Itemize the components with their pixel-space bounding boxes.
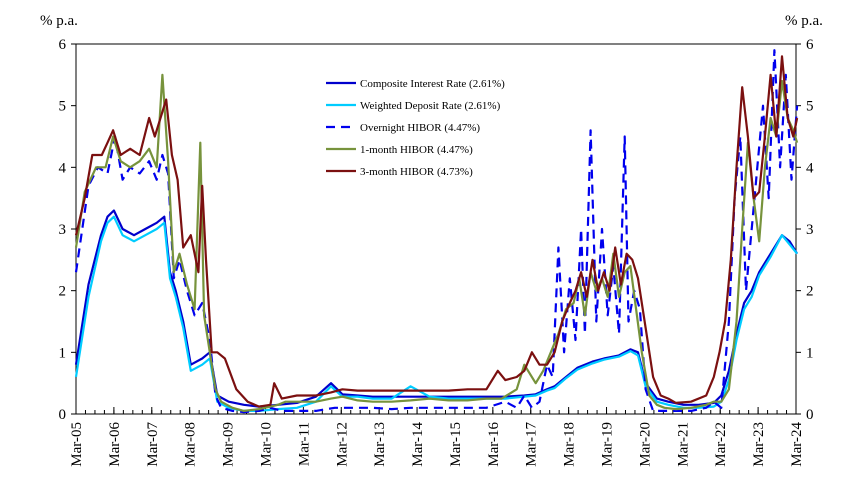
- right-y-tick-label: 0: [806, 407, 814, 423]
- x-tick-label: Mar-09: [221, 422, 237, 467]
- legend-label-3: Overnight HIBOR (4.47%): [360, 122, 480, 134]
- x-tick-label: Mar-13: [372, 422, 388, 467]
- left-y-tick-label: 2: [59, 284, 67, 300]
- right-y-tick-label: 3: [806, 222, 814, 238]
- x-tick-label: Mar-22: [713, 422, 729, 467]
- series-line-1: [74, 209, 799, 408]
- x-tick-label: Mar-23: [751, 422, 767, 467]
- x-tick-label: Mar-19: [600, 422, 616, 467]
- x-tick-label: Mar-21: [675, 422, 691, 467]
- x-tick-label: Mar-18: [562, 422, 578, 467]
- left-y-tick-label: 6: [59, 37, 67, 53]
- legend-label-5: 3-month HIBOR (4.73%): [360, 166, 473, 178]
- right-y-tick-label: 1: [806, 345, 814, 361]
- series-layer: [74, 49, 799, 414]
- x-tick-label: Mar-07: [145, 422, 161, 467]
- left-y-axis: 0 1 2 3 4 5 6: [59, 37, 76, 423]
- left-y-tick-label: 4: [59, 160, 67, 176]
- x-axis: Mar-05 Mar-06 Mar-07 Mar-08 Mar-09 Mar-10 Mar-…: [69, 407, 805, 467]
- x-tick-label: Mar-11: [296, 422, 312, 466]
- x-tick-label: Mar-16: [486, 422, 502, 467]
- x-tick-label: Mar-10: [258, 422, 274, 467]
- x-tick-label: Mar-05: [69, 422, 85, 467]
- x-tick-label: Mar-17: [524, 422, 540, 467]
- right-y-tick-label: 4: [806, 160, 814, 176]
- x-tick-label: Mar-15: [448, 422, 464, 467]
- x-tick-label: Mar-20: [637, 422, 653, 467]
- left-y-tick-label: 0: [59, 407, 67, 423]
- x-tick-label: Mar-14: [410, 422, 426, 467]
- x-tick-label: Mar-24: [789, 422, 805, 467]
- legend-label-4: 1-month HIBOR (4.47%): [360, 144, 473, 156]
- series-line-4: [74, 73, 799, 412]
- series-line-2: [74, 215, 798, 412]
- right-unit-label: % p.a.: [785, 13, 823, 29]
- left-unit-label: % p.a.: [40, 13, 78, 29]
- right-y-axis: 0 1 2 3 4 5 6: [796, 37, 814, 423]
- series-line-5: [74, 55, 799, 408]
- x-tick-label: Mar-06: [107, 422, 123, 467]
- left-y-tick-label: 3: [59, 222, 67, 238]
- right-y-tick-label: 6: [806, 37, 814, 53]
- series-line-3: [74, 49, 799, 414]
- x-tick-label: Mar-12: [334, 422, 350, 467]
- legend-label-2: Weighted Deposit Rate (2.61%): [360, 100, 501, 112]
- legend-label-1: Composite Interest Rate (2.61%): [360, 78, 505, 90]
- left-y-tick-label: 5: [59, 99, 67, 115]
- x-tick-label: Mar-08: [183, 422, 199, 467]
- right-y-tick-label: 5: [806, 99, 814, 115]
- legend: Composite Interest Rate (2.61%) Weighted …: [326, 78, 505, 178]
- right-y-tick-label: 2: [806, 284, 814, 300]
- left-y-tick-label: 1: [59, 345, 67, 361]
